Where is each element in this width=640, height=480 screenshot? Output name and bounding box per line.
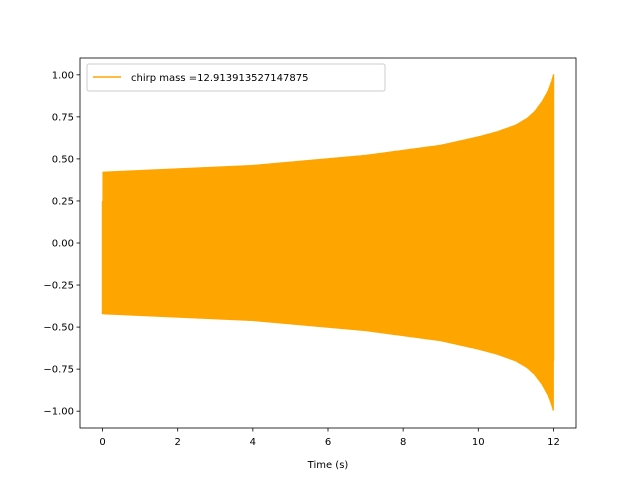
x-tick-label: 8 <box>400 437 406 448</box>
series-line <box>101 74 555 411</box>
y-tick-label: 1.00 <box>52 70 74 81</box>
legend: chirp mass =12.913913527147875 <box>86 63 386 92</box>
x-tick-label: 10 <box>472 437 485 448</box>
series-layer <box>101 74 555 411</box>
y-axis: −1.00 −0.75 −0.50 −0.25 0.00 0.25 0.50 0.75 1.00 <box>43 70 80 418</box>
y-tick-label: 0.75 <box>52 112 74 123</box>
legend-label: chirp mass =12.913913527147875 <box>131 73 308 84</box>
y-tick-label: −0.50 <box>43 323 74 334</box>
y-tick-label: 0.50 <box>52 154 74 165</box>
x-tick-label: 0 <box>99 437 105 448</box>
x-tick-label: 2 <box>175 437 181 448</box>
y-tick-label: −0.75 <box>43 365 74 376</box>
x-tick-label: 12 <box>547 437 560 448</box>
y-tick-label: −1.00 <box>43 407 74 418</box>
legend-box <box>86 63 386 92</box>
y-tick-label: −0.25 <box>43 281 74 292</box>
x-axis-label: Time (s) <box>307 460 349 471</box>
y-tick-label: 0.00 <box>52 239 74 250</box>
x-axis: 0 2 4 6 8 10 12 <box>99 428 560 448</box>
x-tick-label: 6 <box>325 437 331 448</box>
y-tick-label: 0.25 <box>52 196 74 207</box>
x-tick-label: 4 <box>250 437 256 448</box>
